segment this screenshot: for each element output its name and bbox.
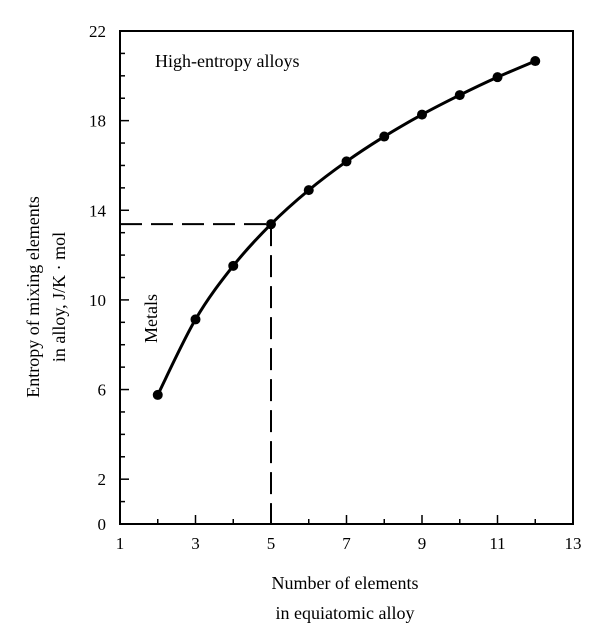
data-point: [152, 389, 163, 400]
x-axis-title-line-2: in equiatomic alloy: [276, 603, 415, 623]
data-point: [417, 109, 427, 120]
y-axis-title-line-2: in alloy, J/K · mol: [49, 232, 69, 362]
y-axis-title-line-1: Entropy of mixing elements: [23, 196, 43, 397]
data-point: [303, 185, 314, 196]
data-point: [530, 56, 541, 67]
x-axis-title-line-1: Number of elements: [272, 573, 419, 593]
annotation-metals: Metals: [141, 294, 161, 343]
series-line: [156, 59, 536, 396]
data-point: [454, 90, 465, 101]
data-point: [228, 260, 239, 271]
y-tick-label: 6: [98, 381, 107, 400]
y-tick-label: 2: [98, 470, 107, 489]
data-point: [379, 131, 390, 142]
y-tick-label: 14: [89, 201, 107, 220]
data-point: [266, 219, 276, 230]
x-tick-label: 7: [342, 534, 351, 553]
x-tick-label: 13: [565, 534, 582, 553]
x-tick-label: 11: [489, 534, 505, 553]
annotation-high-entropy-alloys: High-entropy alloys: [155, 51, 299, 71]
x-tick-label: 5: [267, 534, 276, 553]
data-point: [341, 156, 352, 167]
y-tick-label: 10: [89, 291, 106, 310]
plot-frame: [119, 30, 574, 525]
y-tick-label: 18: [89, 112, 106, 131]
x-tick-label: 1: [116, 534, 125, 553]
x-tick-label: 9: [418, 534, 427, 553]
data-point: [492, 72, 503, 83]
y-tick-label: 22: [89, 22, 106, 41]
data-point: [190, 314, 201, 325]
x-tick-label: 3: [191, 534, 200, 553]
y-tick-label: 0: [98, 515, 107, 534]
